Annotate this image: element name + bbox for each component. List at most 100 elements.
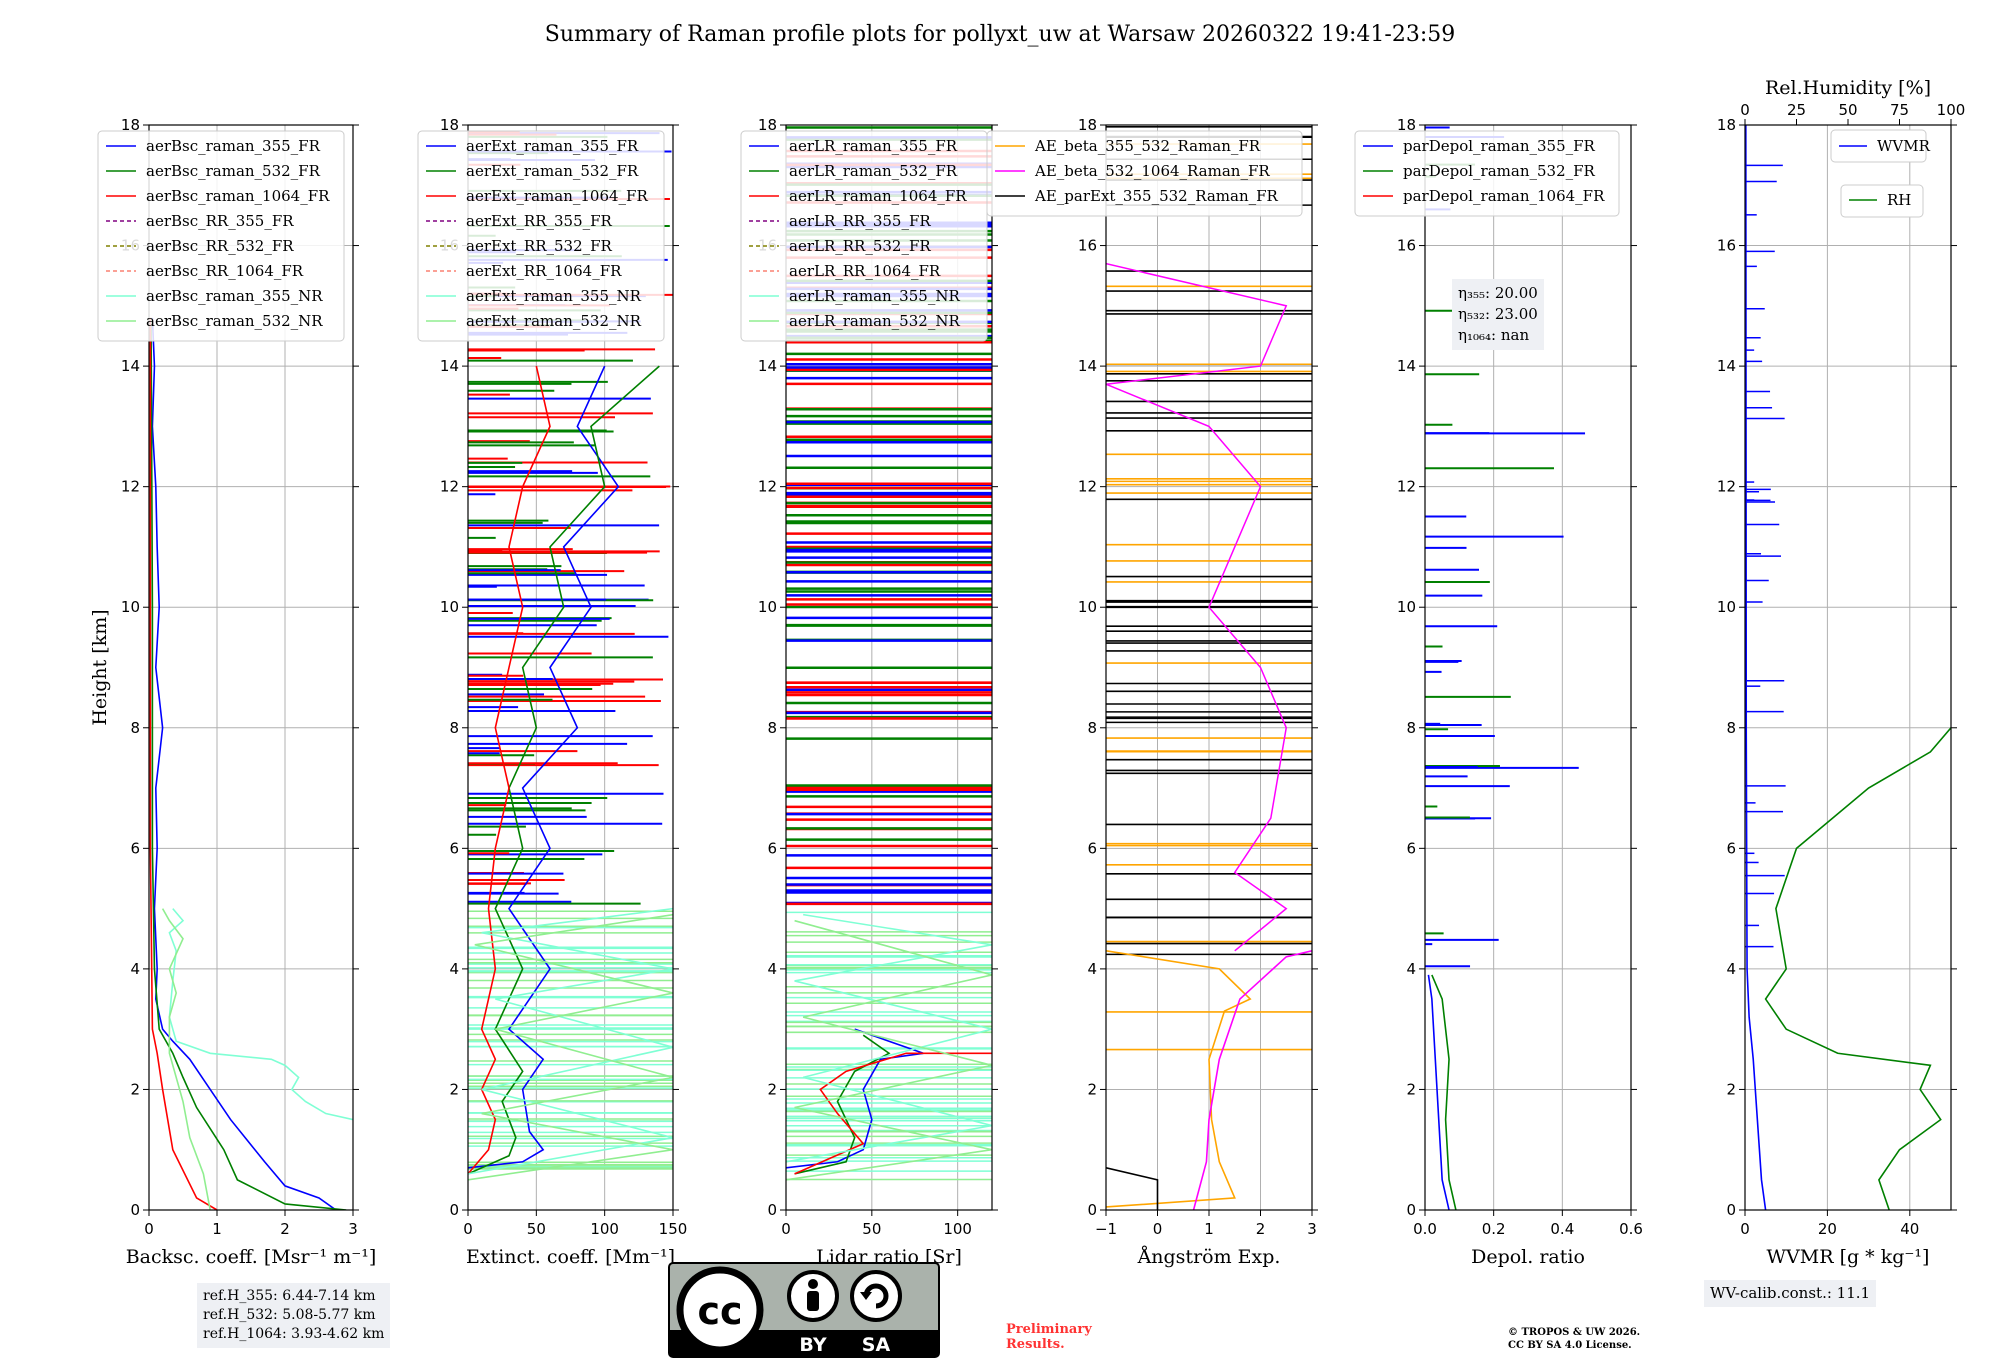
sa-arrow: [863, 1283, 889, 1309]
xtick-label-5-0: 0: [1740, 1220, 1750, 1238]
xtick-label-5-2: 40: [1900, 1220, 1919, 1238]
series-3-2: [1106, 1167, 1159, 1210]
ytick-label-2-0: 0: [767, 1201, 777, 1219]
plot-area-5: [1745, 125, 1951, 1210]
x-axis-label-3: Ångström Exp.: [1137, 1246, 1281, 1268]
eta-355: η₃₅₅: 20.00: [1458, 284, 1538, 302]
wv-calib-box: WV-calib.const.: 11.1: [1704, 1280, 1877, 1307]
legend-box-wvmr: [1830, 129, 1927, 163]
legend-label-2-7: aerLR_raman_532_NR: [789, 312, 960, 330]
series-0-1: [150, 317, 347, 1210]
xtick-label-0-1: 1: [212, 1220, 222, 1238]
ytick-label-4-3: 6: [1406, 839, 1416, 857]
legend-box-2: [740, 130, 988, 342]
y-axis-label: Height [km]: [89, 609, 111, 725]
ytick-label-1-2: 4: [449, 960, 459, 978]
ytick-label-1-7: 14: [440, 357, 459, 375]
ytick-label-0-3: 6: [130, 839, 140, 857]
legend-1: aerExt_raman_355_FR aerExt_raman_532_FRae…: [417, 130, 665, 342]
ref-height-box: ref.H_355: 6.44-7.14 km ref.H_532: 5.08-…: [197, 1283, 391, 1348]
ytick-label-5-3: 6: [1726, 839, 1736, 857]
plot-area-3: [1106, 125, 1312, 1210]
sa-icon: [850, 1270, 902, 1322]
plot-frame-0: [148, 124, 354, 1211]
xtick-label-0-3: 3: [348, 1220, 358, 1238]
legend-label-0-3: aerBsc_RR_355_FR: [146, 212, 294, 230]
sa-label: SA: [862, 1334, 891, 1356]
xtick-label-1-0: 0: [463, 1220, 473, 1238]
sa-arrowhead: [860, 1292, 872, 1300]
ytick-label-0-4: 8: [130, 719, 140, 737]
ref-height-1064: ref.H_1064: 3.93-4.62 km: [203, 1326, 385, 1342]
ref-height-532: ref.H_532: 5.08-5.77 km: [203, 1307, 376, 1323]
legend-2: aerLR_raman_355_FR aerLR_raman_532_FR aerL…: [740, 130, 988, 342]
ytick-label-0-7: 14: [121, 357, 140, 375]
series-4-0: [1427, 974, 1450, 1210]
legend-label-2-5: aerLR_RR_1064_FR: [789, 262, 941, 280]
legend-box-rh: [1840, 184, 1924, 218]
legend-label-0-7: aerBsc_raman_532_NR: [146, 312, 323, 330]
xtick-top-label-0: 0: [1740, 101, 1750, 119]
ytick-label-0-9: 18: [121, 116, 140, 134]
ytick-label-2-1: 2: [767, 1080, 777, 1098]
legend-label-1-6: aerExt_raman_355_NR: [466, 287, 642, 305]
cc-text: cc: [697, 1289, 742, 1333]
ytick-label-0-0: 0: [130, 1201, 140, 1219]
ytick-label-3-1: 2: [1087, 1080, 1097, 1098]
plot-frame-5: [1744, 124, 1952, 1211]
legend-rh: RH: [1840, 184, 1924, 218]
legend-label-0-5: aerBsc_RR_1064_FR: [146, 262, 304, 280]
legend-4: parDepol_raman_355_FR parDepol_raman_532_…: [1354, 130, 1620, 217]
legend-label-3-1: AE_beta_532_1064_Raman_FR: [1034, 162, 1270, 180]
preliminary-line-2: Results.: [1006, 1337, 1065, 1352]
ytick-label-5-5: 10: [1717, 598, 1736, 616]
x-axis-label-4: Depol. ratio: [1471, 1246, 1585, 1268]
series-4-1: [1431, 974, 1457, 1210]
xtick-label-2-2: 100: [943, 1220, 972, 1238]
ytick-label-1-6: 12: [440, 478, 459, 496]
ytick-label-4-6: 12: [1397, 478, 1416, 496]
eta-box: η₃₅₅: 20.00 η₅₃₂: 23.00 η₁₀₆₄: nan: [1452, 279, 1544, 350]
ref-height-355: ref.H_355: 6.44-7.14 km: [203, 1288, 376, 1304]
ytick-label-4-1: 2: [1406, 1080, 1416, 1098]
legend-label-wvmr: WVMR: [1877, 137, 1931, 155]
legend-label-2-6: aerLR_raman_355_NR: [789, 287, 960, 305]
legend-label-1-0: aerExt_raman_355_FR: [466, 137, 639, 155]
x-axis-label-5: WVMR [g * kg⁻¹]: [1767, 1246, 1930, 1268]
legend-0: aerBsc_raman_355_FR aerBsc_raman_532_FRae…: [97, 130, 345, 342]
xtick-top-label-1: 25: [1787, 101, 1806, 119]
series-0-0: [151, 317, 337, 1210]
xtick-label-3-4: 3: [1307, 1220, 1317, 1238]
ytick-label-1-9: 18: [440, 116, 459, 134]
by-person-body: [807, 1291, 819, 1311]
legend-label-3-2: AE_parExt_355_532_Raman_FR: [1034, 187, 1279, 205]
panel-1: 024681012141618050100150Extinct. coeff. …: [417, 116, 687, 1268]
ytick-label-4-9: 18: [1397, 116, 1416, 134]
ytick-label-4-7: 14: [1397, 357, 1416, 375]
legend-label-1-7: aerExt_raman_532_NR: [466, 312, 642, 330]
legend-label-3-0: AE_beta_355_532_Raman_FR: [1034, 137, 1261, 155]
plot-frame-2: [785, 124, 993, 1211]
xtick-top-label-3: 75: [1890, 101, 1909, 119]
legend-label-4-0: parDepol_raman_355_FR: [1403, 137, 1596, 155]
x-axis-label-top: Rel.Humidity [%]: [1765, 77, 1931, 99]
eta-1064: η₁₀₆₄: nan: [1458, 326, 1530, 344]
legend-label-1-4: aerExt_RR_532_FR: [466, 237, 613, 255]
legend-label-0-2: aerBsc_raman_1064_FR: [146, 187, 330, 205]
ytick-label-3-7: 14: [1078, 357, 1097, 375]
ytick-label-3-5: 10: [1078, 598, 1097, 616]
series-0-7: [161, 908, 211, 1210]
series-2-2: [794, 1052, 992, 1175]
series-2-0: [786, 1028, 924, 1169]
xtick-label-1-2: 100: [590, 1220, 619, 1238]
by-label: BY: [799, 1334, 826, 1356]
legend-label-0-4: aerBsc_RR_532_FR: [146, 237, 294, 255]
ytick-label-2-5: 10: [758, 598, 777, 616]
xtick-label-4-0: 0.0: [1413, 1220, 1437, 1238]
legend-label-0-6: aerBsc_raman_355_NR: [146, 287, 323, 305]
legend-wvmr: WVMR: [1830, 129, 1931, 163]
cc-icon: [676, 1266, 764, 1354]
ytick-label-0-1: 2: [130, 1080, 140, 1098]
plot-frame-3: [1105, 124, 1313, 1211]
